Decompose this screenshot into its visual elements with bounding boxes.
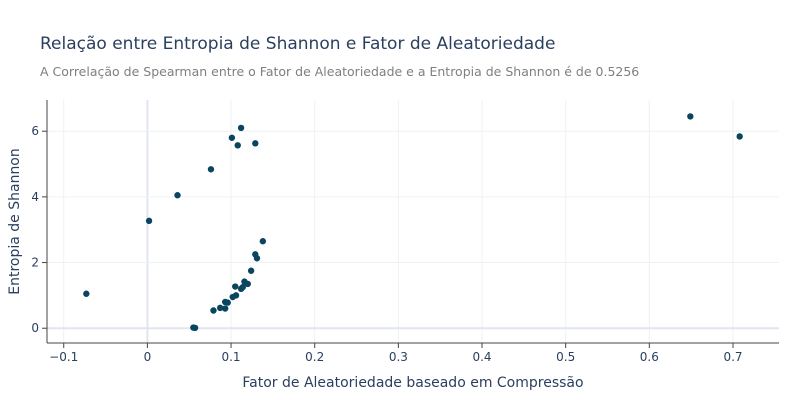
data-point	[234, 142, 241, 149]
data-point	[232, 283, 239, 290]
data-point	[252, 140, 259, 147]
data-point	[232, 292, 240, 299]
data-point	[253, 255, 261, 262]
data-point	[224, 299, 231, 306]
data-point	[174, 192, 181, 199]
x-tick-label: 0.5	[556, 350, 575, 364]
data-point	[244, 280, 251, 288]
chart-title: Relação entre Entropia de Shannon e Fato…	[40, 34, 556, 54]
x-tick-label: 0.4	[472, 350, 491, 364]
x-tick-label: −0.1	[49, 350, 78, 364]
tick-labels: −0.1 0 0.1 0.2 0.3 0.4 0.5 0.6 0.7 0 2 4 6	[31, 124, 742, 364]
data-point	[83, 290, 90, 297]
x-axis-title: Fator de Aleatoriedade baseado em Compre…	[242, 375, 583, 391]
y-tick-label: 0	[31, 321, 39, 335]
x-tick-label: 0	[144, 350, 152, 364]
data-point	[145, 217, 153, 225]
y-tick-label: 2	[31, 256, 39, 270]
data-point	[210, 307, 217, 314]
data-point	[228, 134, 236, 141]
x-tick-label: 0.2	[305, 350, 324, 364]
x-tick-label: 0.1	[221, 350, 240, 364]
x-tick-label: 0.6	[640, 350, 659, 364]
data-point	[247, 267, 255, 274]
data-point	[239, 283, 246, 291]
data-point	[221, 305, 229, 312]
x-tick-label: 0.7	[723, 350, 742, 364]
chart-subtitle: A Correlação de Spearman entre o Fator d…	[40, 64, 640, 79]
data-point	[687, 113, 694, 120]
data-point	[259, 238, 267, 245]
x-tick-label: 0.3	[389, 350, 408, 364]
data-point	[736, 133, 743, 140]
data-point	[207, 166, 215, 173]
y-tick-label: 4	[31, 190, 39, 204]
data-point	[216, 304, 224, 312]
data-point	[191, 324, 199, 332]
grid-lines	[47, 100, 779, 343]
y-tick-label: 6	[31, 124, 39, 138]
axes	[42, 100, 779, 348]
data-points	[83, 113, 743, 332]
y-axis-title: Entropia de Shannon	[7, 148, 23, 295]
data-point	[237, 124, 245, 132]
